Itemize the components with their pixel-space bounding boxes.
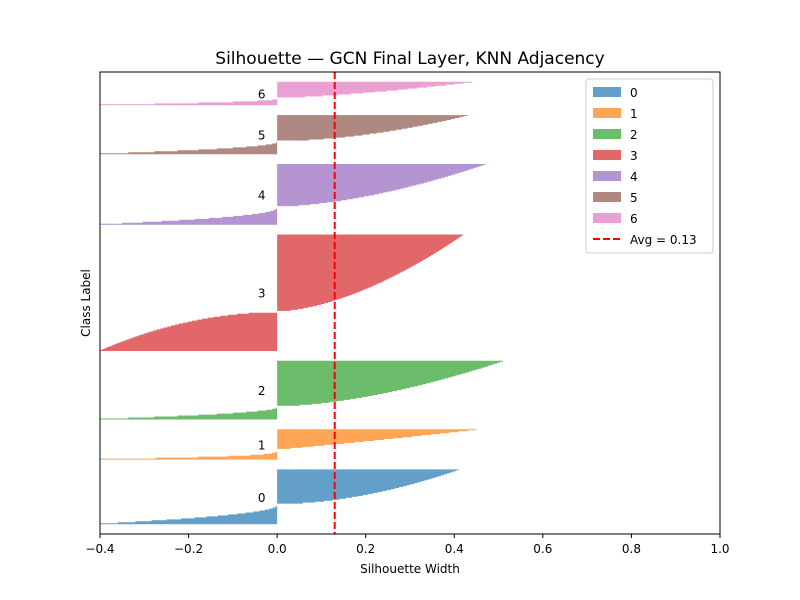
silhouette-band-0 xyxy=(100,469,459,525)
legend-box xyxy=(585,78,714,254)
plot-area: 0 1 2 3 4 5 6 xyxy=(100,81,503,525)
x-tick-label: −0.2 xyxy=(174,542,203,556)
cluster-label-5: 5 xyxy=(258,129,266,143)
x-tick-label: 0.0 xyxy=(268,542,287,556)
x-tick-label: 0.6 xyxy=(533,542,552,556)
x-tick-label: 0.8 xyxy=(622,542,641,556)
silhouette-band-5 xyxy=(100,115,468,155)
silhouette-band-2 xyxy=(100,360,503,420)
legend-swatch-4 xyxy=(593,171,621,181)
legend-label-0: 0 xyxy=(630,86,638,100)
legend-swatch-5 xyxy=(593,192,621,202)
x-tick-label: 0.4 xyxy=(445,542,464,556)
legend-swatch-2 xyxy=(593,129,621,139)
silhouette-band-6 xyxy=(100,81,472,106)
legend-label-4: 4 xyxy=(630,170,638,184)
cluster-label-0: 0 xyxy=(258,491,266,505)
cluster-label-2: 2 xyxy=(258,384,266,398)
silhouette-band-4 xyxy=(100,164,486,225)
x-axis: −0.4 −0.2 0.0 0.2 0.4 0.6 0.8 1.0 xyxy=(85,534,730,556)
legend-swatch-0 xyxy=(593,87,621,97)
cluster-label-3: 3 xyxy=(258,287,266,301)
legend-label-1: 1 xyxy=(630,107,638,121)
legend-swatch-1 xyxy=(593,108,621,118)
x-axis-title: Silhouette Width xyxy=(360,562,460,576)
cluster-label-6: 6 xyxy=(258,88,266,102)
x-tick-label: −0.4 xyxy=(85,542,114,556)
silhouette-band-3 xyxy=(100,234,464,351)
legend-label-2: 2 xyxy=(630,128,638,142)
legend: 0 1 2 3 4 5 6 Avg = 0.13 xyxy=(585,78,714,254)
legend-label-3: 3 xyxy=(630,149,638,163)
cluster-label-4: 4 xyxy=(258,188,266,202)
silhouette-band-1 xyxy=(100,429,477,460)
x-tick-label: 1.0 xyxy=(710,542,729,556)
chart-title: Silhouette — GCN Final Layer, KNN Adjace… xyxy=(215,49,604,69)
x-tick-label: 0.2 xyxy=(356,542,375,556)
y-axis-title: Class Label xyxy=(79,269,93,337)
legend-label-6: 6 xyxy=(630,212,638,226)
cluster-label-1: 1 xyxy=(258,438,266,452)
legend-swatch-6 xyxy=(593,213,621,223)
legend-swatch-3 xyxy=(593,150,621,160)
plot-frame xyxy=(99,71,721,535)
legend-label-average: Avg = 0.13 xyxy=(630,233,697,247)
legend-label-5: 5 xyxy=(630,191,638,205)
